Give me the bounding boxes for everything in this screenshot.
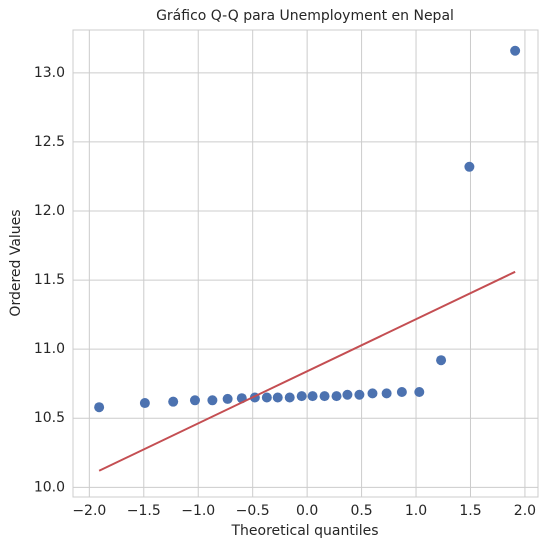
point xyxy=(464,161,475,172)
point xyxy=(222,393,233,404)
y-tick-label: 13.0 xyxy=(34,65,65,81)
y-tick-label: 12.5 xyxy=(34,134,65,150)
y-tick-label: 10.5 xyxy=(34,410,65,426)
point xyxy=(284,392,295,403)
point xyxy=(396,386,407,397)
point xyxy=(168,396,179,407)
x-tick-label: 1.0 xyxy=(405,503,427,519)
y-axis-label: Ordered Values xyxy=(8,209,24,316)
point xyxy=(342,389,353,400)
plot-frame xyxy=(72,29,539,498)
y-tick-label: 11.0 xyxy=(34,341,65,357)
point xyxy=(381,388,392,399)
y-tick-label: 12.0 xyxy=(34,203,65,219)
chart-title: Gráfico Q-Q para Unemployment en Nepal xyxy=(156,8,454,24)
point xyxy=(139,398,150,409)
x-tick-label: −0.5 xyxy=(236,503,270,519)
point xyxy=(331,391,342,402)
point xyxy=(296,391,307,402)
point xyxy=(307,391,318,402)
y-tick-label: 11.5 xyxy=(34,272,65,288)
point xyxy=(319,391,330,402)
point xyxy=(94,402,105,413)
point xyxy=(189,395,200,406)
x-tick-label: −1.5 xyxy=(127,503,161,519)
point xyxy=(436,355,447,366)
point xyxy=(367,388,378,399)
x-tick-label: 1.5 xyxy=(459,503,481,519)
point xyxy=(272,392,283,403)
x-tick-label: 0.5 xyxy=(350,503,372,519)
x-tick-label: 0.0 xyxy=(296,503,318,519)
point xyxy=(414,386,425,397)
point xyxy=(354,389,365,400)
x-axis-label: Theoretical quantiles xyxy=(230,523,378,539)
x-tick-label: 2.0 xyxy=(514,503,536,519)
fit-line xyxy=(98,270,516,472)
y-tick-label: 10.0 xyxy=(34,479,65,495)
point xyxy=(510,45,521,56)
point xyxy=(261,392,272,403)
point xyxy=(207,395,218,406)
x-tick-label: −2.0 xyxy=(72,503,106,519)
x-tick-label: −1.0 xyxy=(181,503,215,519)
